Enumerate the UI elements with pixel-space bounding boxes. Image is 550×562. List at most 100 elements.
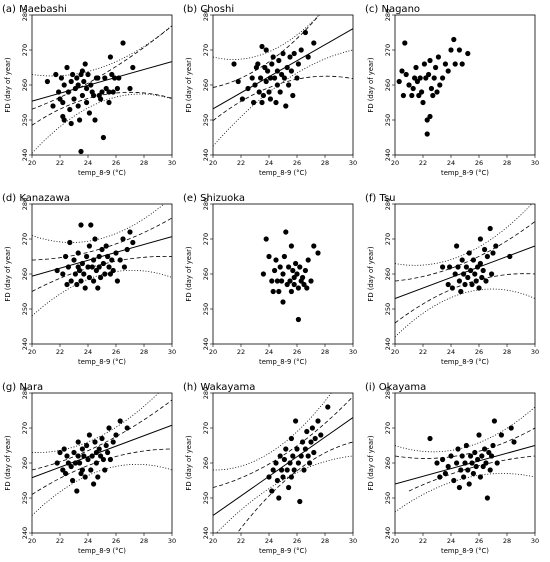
data-point [476, 285, 482, 291]
data-point [293, 418, 299, 424]
x-tick-label: 28 [321, 537, 329, 545]
data-point [103, 85, 109, 92]
data-point [58, 75, 64, 81]
data-point [272, 267, 278, 274]
data-point [86, 243, 92, 249]
y-tick-label: 250 [21, 492, 29, 504]
data-point [267, 75, 273, 81]
plot-area [32, 204, 172, 317]
data-point [91, 481, 97, 487]
data-point [81, 453, 87, 459]
data-point [88, 82, 94, 88]
x-tick-label: 30 [168, 537, 176, 545]
data-point [81, 271, 87, 277]
regression-line [32, 236, 172, 277]
y-tick-label: 240 [21, 149, 29, 161]
data-point [493, 243, 499, 249]
data-point [269, 278, 275, 284]
data-point [79, 68, 85, 74]
confidence-band-lower [236, 441, 353, 533]
data-point [99, 246, 105, 253]
data-point [130, 64, 136, 71]
data-point [308, 439, 314, 445]
x-axis-label: temp_8-9 (°C) [259, 169, 307, 177]
data-point [489, 271, 495, 277]
data-point [60, 467, 66, 473]
plot-area [32, 25, 172, 155]
data-point [265, 68, 271, 74]
data-point [110, 89, 116, 95]
data-point [412, 75, 418, 81]
data-point [459, 453, 465, 459]
y-tick-label: 250 [384, 114, 392, 126]
x-tick-label: 20 [391, 159, 399, 167]
data-point [64, 453, 70, 459]
plot-area [213, 15, 353, 147]
y-tick-label: 270 [21, 233, 29, 245]
data-point [57, 96, 63, 102]
data-point [437, 82, 443, 88]
x-axis-label: temp_8-9 (°C) [259, 547, 307, 555]
data-point [469, 281, 475, 288]
data-point [98, 96, 104, 102]
data-point [295, 460, 301, 466]
data-point [252, 82, 258, 88]
x-tick-label: 28 [140, 159, 148, 167]
data-point [75, 453, 81, 459]
data-point [448, 453, 454, 459]
data-point [274, 278, 280, 284]
data-point [100, 456, 106, 463]
x-tick-label: 30 [531, 348, 539, 356]
data-point [416, 92, 422, 99]
data-point [86, 274, 92, 281]
data-point [305, 54, 311, 60]
plot-frame [212, 14, 354, 156]
data-point [434, 460, 440, 466]
data-point [424, 131, 430, 137]
data-point [61, 446, 67, 452]
data-point [301, 281, 307, 288]
y-tick-label: 240 [384, 338, 392, 350]
data-point [325, 404, 331, 410]
data-point [413, 64, 419, 71]
data-point [475, 264, 481, 270]
data-point [67, 106, 73, 113]
confidence-band-lower [32, 91, 172, 126]
data-point [84, 442, 90, 449]
data-point [100, 134, 106, 141]
prediction-band-upper [395, 204, 533, 266]
x-tick-label: 28 [503, 159, 511, 167]
data-point [283, 446, 289, 452]
regression-line [32, 424, 172, 479]
data-point [103, 243, 109, 249]
data-point [468, 453, 474, 459]
prediction-band-upper [32, 204, 165, 243]
x-tick-label: 20 [391, 348, 399, 356]
confidence-band-lower [32, 448, 172, 495]
data-point [54, 460, 60, 466]
data-point [465, 467, 471, 473]
data-point [277, 89, 283, 95]
data-point [68, 463, 74, 470]
y-tick-label: 280 [202, 9, 210, 21]
data-point [452, 271, 458, 277]
data-point [98, 274, 104, 281]
x-tick-label: 22 [419, 159, 427, 167]
data-point [290, 267, 296, 274]
data-point [294, 271, 300, 277]
data-point [258, 75, 264, 81]
data-point [473, 278, 479, 284]
data-point [451, 477, 457, 484]
data-point [75, 439, 81, 445]
data-point [458, 467, 464, 473]
data-point [117, 257, 123, 263]
panel-4: (d) Kanazawa 20 22 24 26 28 30 240 250 260 270 280 t… [2, 193, 176, 366]
data-point [468, 267, 474, 274]
data-point [281, 75, 287, 81]
data-point [263, 78, 269, 85]
data-point [487, 467, 493, 473]
data-point [60, 271, 66, 277]
x-tick-label: 28 [503, 348, 511, 356]
data-point [472, 271, 478, 277]
